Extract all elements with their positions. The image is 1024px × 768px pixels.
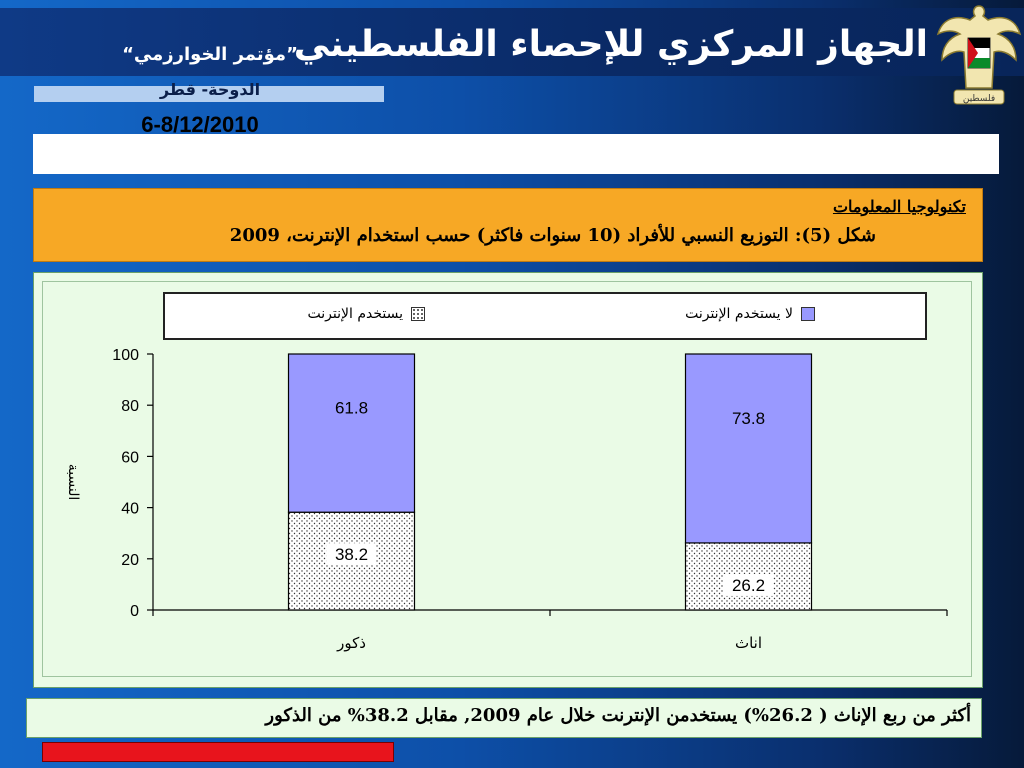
chart-area: لا يستخدم الإنترنت يستخدم الإنترنت 0 20 40… — [42, 281, 972, 677]
y-tick-label: 0 — [130, 603, 139, 620]
y-tick-label: 20 — [121, 552, 139, 569]
conference-place: الدوحة- قطر — [159, 80, 261, 99]
section-header-box: تكنولوجيا المعلومات شكل (5): التوزيع الن… — [33, 188, 983, 262]
data-label: 61.8 — [335, 398, 368, 417]
data-label: 73.8 — [732, 409, 765, 428]
legend-item-non-users: لا يستخدم الإنترنت — [685, 306, 815, 322]
legend-swatch-non-users — [801, 307, 815, 321]
stacked-bar-chart: 0 20 40 60 80 100 النسبة 38.2 61.8 ذكور 26.2 73.8 ا… — [65, 347, 948, 652]
legend-label-users: يستخدم الإنترنت — [307, 306, 403, 322]
chart-frame: لا يستخدم الإنترنت يستخدم الإنترنت 0 20 40… — [33, 272, 983, 688]
bar-segment-non-users — [287, 353, 416, 513]
red-accent-bar — [42, 742, 394, 762]
conclusion-text: أكثر من ربع الإناث ( 26.2%) يستخدمن الإن… — [265, 705, 971, 726]
y-tick-label: 80 — [121, 398, 139, 415]
x-category-label: ذكور — [336, 634, 366, 652]
data-label-bg — [723, 573, 774, 596]
palestine-emblem-icon: فلسطين — [936, 5, 1022, 105]
y-tick-label: 40 — [121, 501, 139, 518]
chart-legend: لا يستخدم الإنترنت يستخدم الإنترنت — [163, 292, 927, 340]
legend-item-users: يستخدم الإنترنت — [308, 306, 425, 322]
legend-swatch-users — [411, 307, 425, 321]
y-tick-label: 60 — [121, 449, 139, 466]
bar-segment-non-users — [684, 353, 813, 544]
data-label: 38.2 — [335, 545, 368, 564]
white-band — [33, 134, 999, 174]
data-label-bg — [326, 543, 377, 566]
conclusion-box: أكثر من ربع الإناث ( 26.2%) يستخدمن الإن… — [26, 698, 982, 738]
emblem-label: فلسطين — [963, 94, 995, 104]
x-category-label: اناث — [735, 634, 762, 652]
figure-caption: شكل (5): التوزيع النسبي للأفراد (10 سنوا… — [229, 225, 876, 246]
conference-name: ”مؤتمر الخوارزمي“ — [122, 44, 298, 65]
conference-date: 6-8/12/2010 — [141, 112, 259, 137]
conference-stripe — [34, 86, 384, 102]
title-bar — [0, 8, 1024, 76]
page-title: الجهاز المركزي للإحصاء الفلسطيني — [293, 24, 928, 65]
y-tick-label: 100 — [112, 347, 139, 364]
section-title: تكنولوجيا المعلومات — [832, 197, 966, 216]
legend-label-non-users: لا يستخدم الإنترنت — [685, 306, 793, 322]
data-label: 26.2 — [732, 576, 765, 595]
y-axis-title: النسبة — [65, 464, 81, 501]
